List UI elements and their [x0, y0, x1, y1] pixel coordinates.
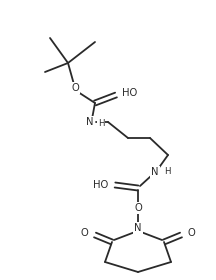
- Text: O: O: [188, 228, 196, 238]
- Text: H: H: [164, 167, 170, 176]
- Text: N: N: [86, 117, 94, 127]
- Text: N: N: [151, 167, 159, 177]
- Text: HO: HO: [93, 180, 108, 190]
- Text: HO: HO: [122, 88, 137, 98]
- Text: O: O: [134, 203, 142, 213]
- Text: N: N: [134, 223, 142, 233]
- Text: O: O: [71, 83, 79, 93]
- Text: O: O: [80, 228, 88, 238]
- Text: H: H: [98, 120, 105, 129]
